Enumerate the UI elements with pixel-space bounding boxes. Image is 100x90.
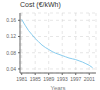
svg-text:1993: 1993 — [57, 76, 68, 82]
svg-text:1989: 1989 — [43, 76, 54, 82]
svg-text:1981: 1981 — [16, 76, 27, 82]
svg-text:0.12: 0.12 — [8, 33, 16, 39]
svg-text:Years: Years — [50, 85, 65, 90]
svg-text:2001: 2001 — [84, 76, 92, 82]
svg-text:1985: 1985 — [30, 76, 41, 82]
svg-text:0.16: 0.16 — [8, 17, 16, 23]
svg-text:0.08: 0.08 — [8, 50, 16, 56]
svg-text:0.04: 0.04 — [8, 66, 16, 72]
svg-text:1997: 1997 — [70, 76, 81, 82]
html-text:Cost (€/kWh): Cost (€/kWh) — [20, 1, 61, 8]
